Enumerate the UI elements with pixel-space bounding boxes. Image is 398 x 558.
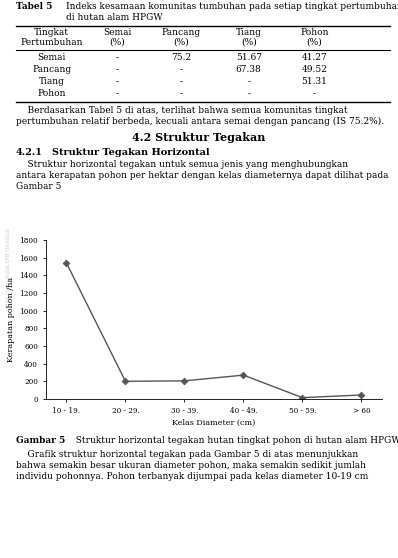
Text: Tiang: Tiang [39,77,65,86]
Text: antara kerapatan pohon per hektar dengan kelas diameternya dapat dilihat pada: antara kerapatan pohon per hektar dengan… [16,171,388,180]
Text: (%): (%) [109,38,125,47]
Text: -: - [179,89,183,98]
Text: Semai: Semai [37,53,66,62]
Text: Gambar 5: Gambar 5 [16,436,65,445]
Text: Struktur horizontal tegakan untuk semua jenis yang menghubungkan: Struktur horizontal tegakan untuk semua … [16,160,348,169]
Text: bahwa semakin besar ukuran diameter pohon, maka semakin sedikit jumlah: bahwa semakin besar ukuran diameter poho… [16,461,366,470]
Text: Pohon: Pohon [37,89,66,98]
Text: -: - [179,77,183,86]
Text: 75.2: 75.2 [171,53,191,62]
Text: -: - [179,65,183,74]
Text: Hak cipta milik IPB (Institut: Hak cipta milik IPB (Institut [6,228,12,307]
Text: (%): (%) [306,38,322,47]
Text: (%): (%) [173,38,189,47]
Text: 49.52: 49.52 [301,65,328,74]
Text: -: - [116,77,119,86]
X-axis label: Kelas Diameter (cm): Kelas Diameter (cm) [172,418,256,427]
Text: Pertumbuhan: Pertumbuhan [20,38,83,47]
Text: di hutan alam HPGW: di hutan alam HPGW [66,13,162,22]
Text: Tingkat: Tingkat [34,28,69,37]
Text: 51.31: 51.31 [301,77,328,86]
Text: Pancang: Pancang [32,65,71,74]
Text: -: - [313,89,316,98]
Text: -: - [116,65,119,74]
Text: Tabel 5: Tabel 5 [16,2,52,11]
Text: 41.27: 41.27 [302,53,327,62]
Text: Tiang: Tiang [236,28,262,37]
Text: 4.2.1: 4.2.1 [16,148,43,157]
Text: individu pohonnya. Pohon terbanyak dijumpai pada kelas diameter 10-19 cm: individu pohonnya. Pohon terbanyak dijum… [16,472,368,481]
Text: Struktur Tegakan Horizontal: Struktur Tegakan Horizontal [52,148,209,157]
Text: 67.38: 67.38 [236,65,261,74]
Text: Pohon: Pohon [300,28,329,37]
Text: Grafik struktur horizontal tegakan pada Gambar 5 di atas menunjukkan: Grafik struktur horizontal tegakan pada … [16,450,358,459]
Text: -: - [116,53,119,62]
Text: -: - [247,89,250,98]
Text: Indeks kesamaan komunitas tumbuhan pada setiap tingkat pertumbuhan: Indeks kesamaan komunitas tumbuhan pada … [66,2,398,11]
Text: -: - [116,89,119,98]
Text: Pancang: Pancang [162,28,201,37]
Text: -: - [247,77,250,86]
Text: 51.67: 51.67 [236,53,262,62]
Text: 4.2 Struktur Tegakan: 4.2 Struktur Tegakan [132,132,266,143]
Text: pertumbuhan relatif berbeda, kecuali antara semai dengan pancang (IS 75.2%).: pertumbuhan relatif berbeda, kecuali ant… [16,117,384,126]
Text: Semai: Semai [103,28,132,37]
Text: (%): (%) [241,38,257,47]
Text: Struktur horizontal tegakan hutan tingkat pohon di hutan alam HPGW: Struktur horizontal tegakan hutan tingka… [70,436,398,445]
Text: Berdasarkan Tabel 5 di atas, terlihat bahwa semua komunitas tingkat: Berdasarkan Tabel 5 di atas, terlihat ba… [16,106,347,115]
Y-axis label: Kerapatan pohon /ha: Kerapatan pohon /ha [7,277,16,362]
Text: Gambar 5: Gambar 5 [16,182,61,191]
